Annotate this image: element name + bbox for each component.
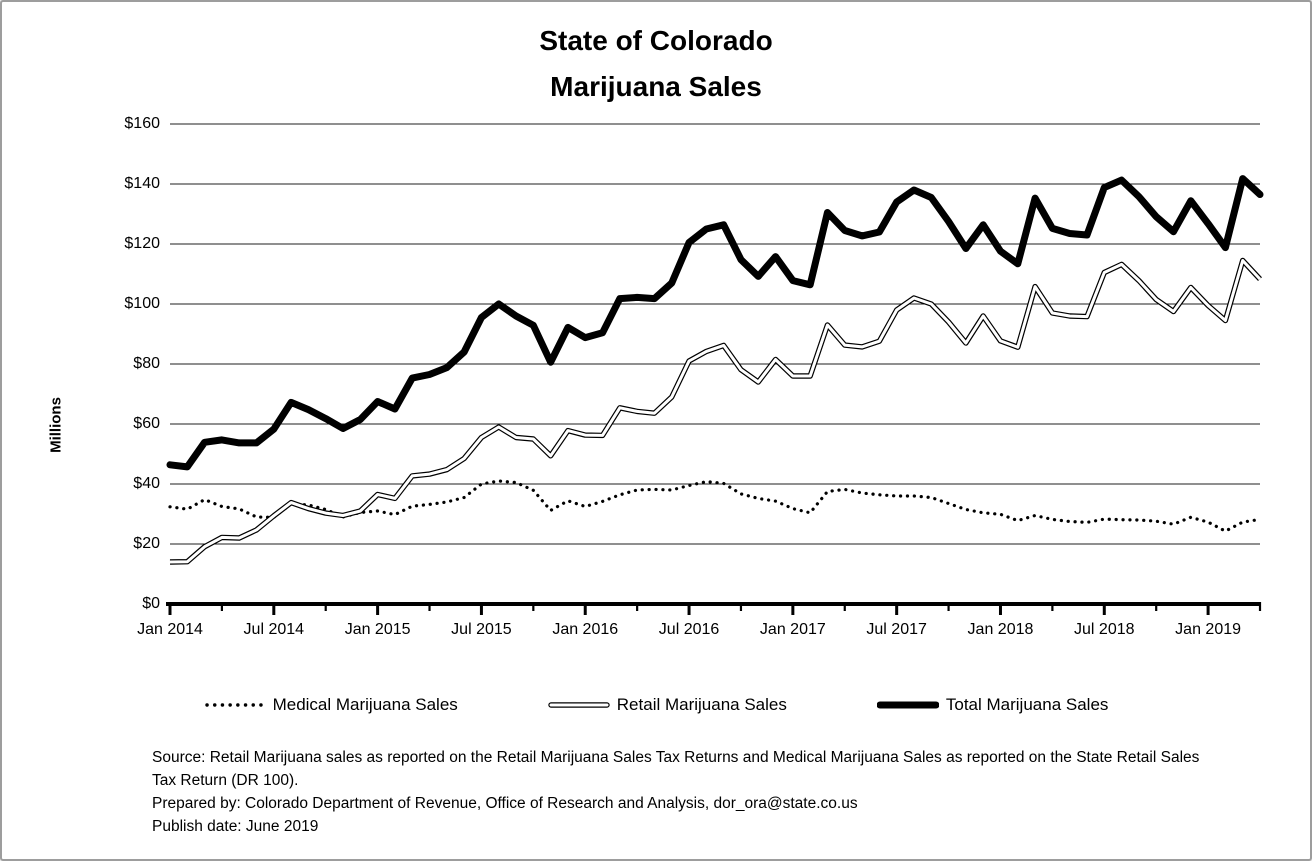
chart-title-line2: Marijuana Sales bbox=[550, 71, 762, 102]
source-note-line2: Tax Return (DR 100). bbox=[152, 772, 299, 789]
medical-sales-legend-swatch bbox=[204, 703, 265, 707]
x-tick-label: Jan 2017 bbox=[759, 621, 826, 638]
y-tick-label: $100 bbox=[124, 295, 160, 312]
x-tick-label: Jul 2017 bbox=[866, 621, 927, 638]
y-tick-label: $80 bbox=[133, 355, 160, 372]
retail-sales-legend-swatch bbox=[548, 702, 610, 708]
chart-title-line1: State of Colorado bbox=[539, 25, 773, 56]
x-tick-label: Jul 2015 bbox=[451, 621, 512, 638]
legend-label: Medical Marijuana Sales bbox=[272, 695, 458, 714]
legend-item-medical-sales: Medical Marijuana Sales bbox=[204, 695, 458, 715]
legend-item-retail-sales: Retail Marijuana Sales bbox=[548, 695, 787, 715]
legend-item-total-sales: Total Marijuana Sales bbox=[876, 695, 1109, 715]
retail-sales-line-inner bbox=[169, 259, 1262, 564]
y-tick-label: $60 bbox=[133, 415, 160, 432]
y-tick-label: $160 bbox=[124, 115, 160, 132]
x-tick-label: Jan 2014 bbox=[137, 621, 203, 638]
chart-legend: Medical Marijuana Sales Retail Marijuana … bbox=[2, 695, 1310, 715]
y-tick-label: $20 bbox=[133, 535, 160, 552]
prepared-by-note: Prepared by: Colorado Department of Reve… bbox=[152, 795, 858, 812]
publish-date-note: Publish date: June 2019 bbox=[152, 818, 319, 835]
legend-label: Total Marijuana Sales bbox=[945, 695, 1109, 714]
source-note-line1: Source: Retail Marijuana sales as report… bbox=[152, 749, 1200, 766]
x-tick-label: Jul 2016 bbox=[658, 621, 720, 638]
y-tick-label: $120 bbox=[124, 235, 160, 252]
chart-title: State of Colorado Marijuana Sales bbox=[2, 18, 1310, 110]
legend-label: Retail Marijuana Sales bbox=[616, 695, 787, 714]
y-tick-label: $40 bbox=[133, 475, 160, 492]
retail-sales-line-outer bbox=[169, 257, 1262, 565]
total-sales-line bbox=[166, 175, 1264, 471]
x-tick-label: Jan 2016 bbox=[552, 621, 619, 638]
x-tick-label: Jan 2018 bbox=[967, 621, 1034, 638]
total-sales-legend-swatch bbox=[876, 701, 939, 709]
x-tick-label: Jan 2015 bbox=[344, 621, 411, 638]
x-tick-label: Jul 2018 bbox=[1074, 621, 1135, 638]
x-tick-label: Jan 2019 bbox=[1175, 621, 1242, 638]
footer-notes: Source: Retail Marijuana sales as report… bbox=[152, 746, 1272, 838]
x-tick-label: Jul 2014 bbox=[243, 621, 305, 638]
y-tick-label: $0 bbox=[142, 595, 160, 612]
y-tick-label: $140 bbox=[124, 175, 160, 192]
medical-sales-line bbox=[168, 479, 1262, 533]
